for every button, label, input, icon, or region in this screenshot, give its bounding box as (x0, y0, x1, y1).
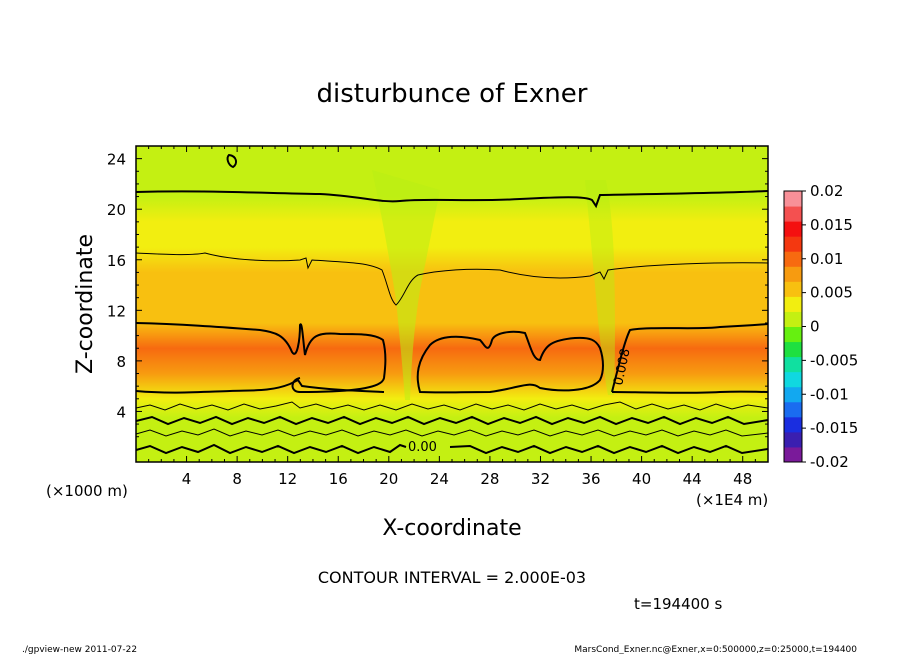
y-tick-label: 24 (107, 151, 126, 169)
colorbar-label: -0.005 (810, 351, 858, 369)
x-tick-label: 20 (379, 470, 398, 488)
colorbar-label: -0.01 (810, 385, 849, 403)
colorbar-segment (784, 236, 802, 252)
contour-label: 0.00 (408, 440, 437, 455)
y-tick-label: 20 (107, 201, 126, 219)
y-axis: 4 8 12 16 20 24 (107, 151, 768, 450)
contour-interval-text: CONTOUR INTERVAL = 2.000E-03 (318, 568, 586, 587)
contour-line (136, 252, 768, 306)
x-tick-label: 44 (683, 470, 702, 488)
colorbar-segment (784, 416, 802, 433)
dip-region-center (372, 170, 440, 400)
colorbar-segment (784, 446, 802, 463)
x-tick-label: 32 (531, 470, 550, 488)
colorbar-segment (784, 326, 802, 343)
time-label: t=194400 s (634, 595, 722, 613)
field-features (372, 170, 615, 400)
contour-line (611, 323, 768, 393)
x-axis: 4 8 12 16 20 24 28 32 36 40 44 48 (148, 146, 756, 488)
y-tick-label: 16 (107, 252, 126, 270)
colorbar-segment (784, 296, 802, 312)
x-axis-unit-right: (×1E4 m) (696, 491, 768, 509)
colorbar-segment (784, 371, 802, 388)
x-tick-label: 16 (329, 470, 348, 488)
colorbar-segment (784, 431, 802, 448)
colorbar: 0.02 0.015 0.01 0.005 0 -0.005 -0.01 -0.015 -0.0… (783, 182, 858, 471)
footer-left: ./gpview-new 2011-07-22 (22, 645, 137, 654)
colorbar-label: 0 (810, 318, 820, 336)
x-tick-label: 4 (182, 470, 192, 488)
x-tick-label: 28 (480, 470, 499, 488)
y-tick-label: 8 (116, 353, 126, 371)
colorbar-segment (784, 311, 802, 327)
x-tick-label: 40 (632, 470, 651, 488)
colorbar-segment (784, 206, 802, 222)
y-tick-label: 4 (116, 403, 126, 421)
y-axis-label: Z-coordinate (73, 234, 98, 374)
plot-area: 0.008 0.00 (135, 145, 769, 463)
colorbar-segment (784, 221, 802, 237)
colorbar-label: -0.02 (810, 453, 849, 471)
x-tick-label: 12 (278, 470, 297, 488)
colorbar-segment (784, 266, 802, 282)
contour-line (136, 190, 768, 209)
colorbar-label: 0.01 (810, 250, 843, 268)
colorbar-label: -0.015 (810, 419, 858, 437)
colorbar-segment (784, 341, 802, 358)
x-tick-label: 24 (430, 470, 449, 488)
x-tick-label: 48 (733, 470, 752, 488)
x-tick-label: 36 (581, 470, 600, 488)
contour-line (136, 428, 768, 437)
y-tick-label: 12 (107, 302, 126, 320)
contour-line (226, 153, 238, 169)
dip-region-right (585, 180, 615, 395)
contour-line (416, 330, 604, 394)
colorbar-label: 0.005 (810, 284, 853, 302)
x-tick-label: 8 (232, 470, 242, 488)
field-fill (136, 146, 768, 462)
colorbar-segment (784, 401, 802, 418)
contour-lines (136, 153, 768, 455)
colorbar-label: 0.02 (810, 182, 843, 200)
chart-title: disturbunce of Exner (317, 79, 588, 109)
x-axis-unit-left: (×1000 m) (46, 482, 128, 500)
colorbar-segment (784, 191, 802, 207)
colorbar-segment (784, 281, 802, 297)
contour-line (136, 443, 768, 455)
colorbar-segment (784, 251, 802, 267)
colorbar-label: 0.015 (810, 216, 853, 234)
x-axis-label: X-coordinate (382, 516, 521, 541)
contour-line (136, 401, 768, 411)
colorbar-segment (784, 386, 802, 403)
contour-line (136, 378, 385, 394)
footer-right: MarsCond_Exner.nc@Exner,x=0:500000,z=0:2… (574, 645, 857, 654)
contour-line (136, 322, 387, 394)
contour-line (136, 415, 768, 426)
contour-line (611, 390, 768, 394)
colorbar-segment (784, 356, 802, 373)
